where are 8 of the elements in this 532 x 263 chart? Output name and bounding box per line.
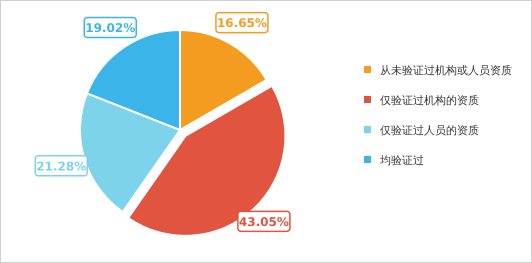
legend-label: 均验证过 [379, 154, 424, 167]
data-label: 16.65% [216, 16, 267, 30]
data-label: 21.28% [36, 159, 86, 174]
legend-label: 仅验证过人员的资质 [380, 124, 479, 137]
data-label: 19.02% [85, 20, 136, 35]
legend-label: 仅验证过机构的资质 [380, 94, 479, 107]
data-label: 43.05% [238, 214, 289, 229]
legend-label: 从未验证过机构或人员资质 [380, 64, 512, 77]
